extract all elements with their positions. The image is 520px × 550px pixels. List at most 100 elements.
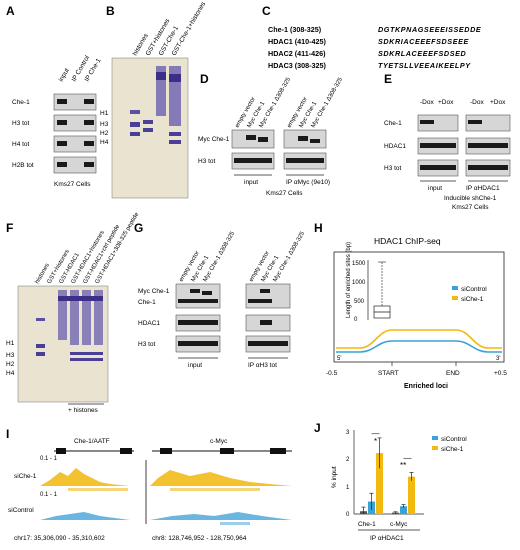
track-sicontrol [40, 512, 292, 520]
panel-a-lane-labels: input IP Control IP Che-1 [58, 54, 103, 83]
panel-f-lane-labels: histones GST+histones GST-HDAC1 GST-HDAC… [35, 211, 141, 285]
panel-h-xaxis: -0.5 START END +0.5 Enriched loci [326, 362, 507, 390]
panel-c-label: C [262, 4, 271, 18]
panel-d-label: D [200, 72, 209, 86]
lane-label: +Dox [438, 99, 454, 106]
inset-tick: 500 [354, 299, 365, 305]
band [84, 141, 94, 146]
y-axis-label: % input [331, 466, 338, 488]
five-prime-label: 5' [337, 356, 341, 362]
panel-e-label: E [384, 72, 392, 86]
panel-c-alignment: Che-1 (308-325) DGTKPNAGSEEEISSEDDE HDAC… [268, 25, 481, 70]
group-label: IP αHDAC1 [466, 185, 500, 192]
group-label: input [244, 179, 258, 186]
x-category: c-Myc [390, 521, 408, 528]
x-category: Che-1 [358, 521, 376, 528]
row-label: H4 tot [12, 141, 30, 148]
marker-label: H1 [100, 110, 109, 117]
band [57, 141, 67, 146]
seq-text: SDKRIACEEEFSDSEEE [378, 37, 469, 46]
inset-boxplot: Length of enriched sites (bp) 0 500 1000… [346, 242, 391, 323]
marker-label: H2 [6, 361, 15, 368]
row-label: H3 tot [12, 120, 30, 127]
inset-tick: 1500 [352, 261, 366, 267]
panel-h-xlabel: Enriched loci [404, 383, 448, 390]
inset-tick: 1000 [352, 280, 366, 286]
panel-a-label: A [6, 4, 15, 18]
panel-h-label: H [314, 221, 323, 235]
panel-e-caption: Inducible shChe-1 [444, 195, 497, 202]
y-tick: 0 [346, 512, 350, 518]
lane-label: +Dox [490, 99, 506, 106]
track-label: siChe-1 [14, 473, 37, 480]
band [84, 162, 94, 167]
row-label: Che-1 [384, 120, 402, 127]
y-tick: 3 [346, 430, 350, 436]
row-label: H2B tot [12, 162, 34, 169]
band [84, 99, 94, 104]
panel-h-title: HDAC1 ChIP-seq [374, 236, 441, 246]
row-label: H3 tot [138, 341, 156, 348]
three-prime-label: 3' [496, 356, 500, 362]
band [57, 162, 67, 167]
row-label: Che-1 [138, 299, 156, 306]
panel-e-lane-labels: -Dox +Dox -Dox +Dox [420, 99, 506, 106]
seq-name: HDAC3 (308-325) [268, 61, 327, 70]
seq-text: SDKRLACEEEFSDSED [378, 49, 466, 58]
y-tick: 2 [346, 457, 350, 463]
coordinates: chr8: 128,746,952 - 128,750,964 [152, 535, 247, 542]
panel-b-lane-labels: histones GST+histones GST-Che-1 GST-Che-… [132, 0, 208, 57]
group-label: input [188, 362, 202, 369]
row-label: H3 tot [384, 165, 402, 172]
legend-item: siChe-1 [441, 446, 464, 453]
band [57, 120, 67, 125]
panel-j-label: J [314, 421, 321, 435]
legend-item: siChe-1 [461, 296, 484, 303]
marker-label: H3 [6, 352, 15, 359]
lane-label: input [58, 67, 71, 83]
panel-j-legend: siControl siChe-1 [432, 436, 467, 453]
panel-h-legend: siControl siChe-1 [452, 286, 487, 303]
lane-label: -Dox [470, 99, 484, 106]
row-label: HDAC1 [384, 143, 406, 150]
panel-f-markers: H1 H3 H2 H4 [6, 340, 15, 377]
marker-label: H4 [100, 139, 109, 146]
band [84, 120, 94, 125]
panel-b-markers: H1 H3 H2 H4 [100, 110, 109, 146]
row-label: H3 tot [198, 158, 216, 165]
track-scale: 0.1 - 1 [40, 492, 58, 498]
gene-name: Che-1/AATF [74, 438, 110, 445]
panel-d-blots: Myc Che-1 H3 tot [198, 129, 327, 170]
blot-strip [417, 114, 459, 132]
panel-f-caption: + histones [68, 407, 99, 414]
panel-g-label: G [134, 221, 143, 235]
seq-name: Che-1 (308-325) [268, 25, 322, 34]
marker-label: H1 [6, 340, 15, 347]
inset-ylabel: Length of enriched sites (bp) [346, 242, 352, 318]
group-label: input [428, 185, 442, 192]
x-tick: START [378, 370, 399, 377]
profile-plot-frame [333, 251, 505, 363]
track-siche1 [40, 468, 292, 486]
seq-text: TYETSLLVEEAIKEELPY [378, 61, 471, 70]
panel-g-lane-labels: empty vector Myc Che-1 Myc Che-1 Δ308-32… [179, 230, 307, 283]
x-tick: END [446, 370, 460, 377]
track-scale: 0.1 - 1 [40, 456, 58, 462]
group-label: IP αMyc (9e10) [286, 179, 330, 186]
row-label: HDAC1 [138, 320, 160, 327]
gel-bands [36, 290, 103, 361]
legend-item: siControl [461, 286, 487, 293]
panel-g-blots: Myc Che-1 Che-1 HDAC1 H3 tot [138, 283, 291, 353]
panel-e-blots: Che-1 HDAC1 H3 tot [384, 114, 511, 177]
seq-name: HDAC1 (410-425) [268, 37, 327, 46]
blot-strip [465, 114, 511, 132]
lane-label: -Dox [420, 99, 434, 106]
coordinates: chr17: 35,306,090 - 35,310,602 [14, 535, 105, 542]
blot-strip [175, 283, 221, 309]
blot-strip [53, 93, 97, 111]
panel-i-label: I [6, 427, 9, 441]
track-label: siControl [8, 507, 34, 514]
inset-tick: 0 [354, 317, 358, 323]
significance-mark: ** [400, 461, 406, 470]
